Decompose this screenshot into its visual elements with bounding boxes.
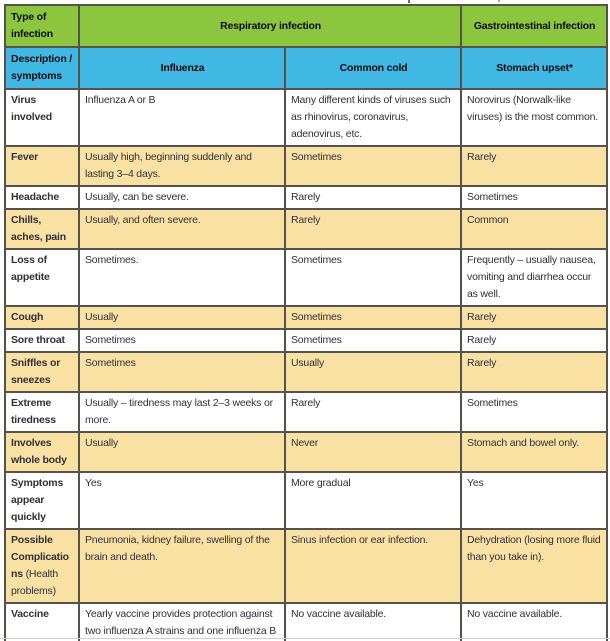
header-gastrointestinal-infection: Gastrointestinal infection bbox=[460, 4, 609, 48]
cell-influenza: Pneumonia, kidney failure, swelling of t… bbox=[78, 528, 286, 604]
cell-stomach-upset: Norovirus (Norwalk-like viruses) is the … bbox=[460, 88, 609, 147]
table-row-headache: Headache Usually, can be severe. Rarely … bbox=[4, 185, 609, 210]
cell-influenza: Sometimes bbox=[78, 328, 286, 353]
table-row-cough: Cough Usually Sometimes Rarely bbox=[4, 305, 609, 330]
cell-influenza: Influenza A or B bbox=[78, 88, 286, 147]
row-label: Sniffles or sneezes bbox=[4, 351, 80, 393]
row-label: Involves whole body bbox=[4, 431, 80, 473]
table-row-vaccine: Vaccine Yearly vaccine provides protecti… bbox=[4, 602, 609, 641]
cell-common-cold: Usually bbox=[283, 351, 463, 393]
cell-common-cold: Rarely bbox=[283, 208, 463, 250]
table-row-chills-aches-pain: Chills, aches, pain Usually, and often s… bbox=[4, 208, 609, 250]
header-row-type: Type of infection Respiratory infection … bbox=[4, 4, 609, 48]
cell-influenza: Sometimes. bbox=[78, 248, 286, 307]
cell-stomach-upset: Sometimes bbox=[460, 185, 609, 210]
row-label: Sore throat bbox=[4, 328, 80, 353]
row-label: Chills, aches, pain bbox=[4, 208, 80, 250]
table-row-sniffles-or-sneezes: Sniffles or sneezes Sometimes Usually Ra… bbox=[4, 351, 609, 393]
page-edge-line bbox=[0, 638, 610, 639]
row-label: Possible Complications (Health problems) bbox=[4, 528, 80, 604]
cell-stomach-upset: Common bbox=[460, 208, 609, 250]
table-row-possible-complications: Possible Complications (Health problems)… bbox=[4, 528, 609, 604]
header-common-cold: Common cold bbox=[283, 46, 463, 90]
cell-stomach-upset: Rarely bbox=[460, 328, 609, 353]
cell-common-cold: Sinus infection or ear infection. bbox=[283, 528, 463, 604]
cell-common-cold: Rarely bbox=[283, 185, 463, 210]
row-label: Loss of appetite bbox=[4, 248, 80, 307]
table-row-loss-of-appetite: Loss of appetite Sometimes. Sometimes Fr… bbox=[4, 248, 609, 307]
cell-stomach-upset: Rarely bbox=[460, 305, 609, 330]
row-label: Extreme tiredness bbox=[4, 391, 80, 433]
cell-stomach-upset: Yes bbox=[460, 471, 609, 530]
cell-common-cold: Never bbox=[283, 431, 463, 473]
cell-stomach-upset: Stomach and bowel only. bbox=[460, 431, 609, 473]
cell-influenza: Usually bbox=[78, 431, 286, 473]
cell-stomach-upset: Frequently – usually nausea, vomiting an… bbox=[460, 248, 609, 307]
header-description-symptoms: Description / symptoms bbox=[4, 46, 80, 90]
cell-influenza: Usually, can be severe. bbox=[78, 185, 286, 210]
cell-influenza: Yes bbox=[78, 471, 286, 530]
table-row-virus-involved: Virus involved Influenza A or B Many dif… bbox=[4, 88, 609, 147]
cell-influenza: Yearly vaccine provides protection again… bbox=[78, 602, 286, 641]
infection-comparison-table: Type of infection Respiratory infection … bbox=[4, 4, 609, 641]
header-stomach-upset: Stomach upset* bbox=[460, 46, 609, 90]
header-influenza: Influenza bbox=[78, 46, 286, 90]
header-respiratory-infection: Respiratory infection bbox=[77, 4, 463, 48]
cropped-text-remnant bbox=[498, 0, 500, 2]
cell-stomach-upset: Sometimes bbox=[460, 391, 609, 433]
cell-influenza: Usually bbox=[78, 305, 286, 330]
table-row-symptoms-appear-quickly: Symptoms appear quickly Yes More gradual… bbox=[4, 471, 609, 530]
cell-common-cold: Rarely bbox=[283, 391, 463, 433]
cropped-text-remnant bbox=[408, 0, 410, 3]
cell-common-cold: Many different kinds of viruses such as … bbox=[283, 88, 463, 147]
row-label: Cough bbox=[4, 305, 80, 330]
cell-influenza: Sometimes bbox=[78, 351, 286, 393]
cell-common-cold: No vaccine available. bbox=[283, 602, 463, 641]
cell-stomach-upset: Dehydration (losing more fluid than you … bbox=[460, 528, 609, 604]
row-label: Symptoms appear quickly bbox=[4, 471, 80, 530]
cell-common-cold: More gradual bbox=[283, 471, 463, 530]
row-label: Headache bbox=[4, 185, 80, 210]
cell-influenza: Usually – tiredness may last 2–3 weeks o… bbox=[78, 391, 286, 433]
header-row-description: Description / symptoms Influenza Common … bbox=[4, 46, 609, 90]
cell-influenza: Usually, and often severe. bbox=[78, 208, 286, 250]
table-row-sore-throat: Sore throat Sometimes Sometimes Rarely bbox=[4, 328, 609, 353]
cell-common-cold: Sometimes bbox=[283, 328, 463, 353]
row-label: Virus involved bbox=[4, 88, 80, 147]
cell-common-cold: Sometimes bbox=[283, 145, 463, 187]
header-type-of-infection: Type of infection bbox=[4, 4, 80, 48]
row-label-main: Possible Complications bbox=[11, 534, 69, 580]
cell-stomach-upset: Rarely bbox=[460, 351, 609, 393]
cell-stomach-upset: No vaccine available. bbox=[460, 602, 609, 641]
cell-common-cold: Sometimes bbox=[283, 305, 463, 330]
row-label: Vaccine bbox=[4, 602, 80, 641]
table-row-extreme-tiredness: Extreme tiredness Usually – tiredness ma… bbox=[4, 391, 609, 433]
cell-stomach-upset: Rarely bbox=[460, 145, 609, 187]
row-label-note: (Health problems) bbox=[11, 568, 59, 597]
table-row-fever: Fever Usually high, beginning suddenly a… bbox=[4, 145, 609, 187]
cell-common-cold: Sometimes bbox=[283, 248, 463, 307]
cell-influenza: Usually high, beginning suddenly and las… bbox=[78, 145, 286, 187]
table-row-involves-whole-body: Involves whole body Usually Never Stomac… bbox=[4, 431, 609, 473]
row-label: Fever bbox=[4, 145, 80, 187]
